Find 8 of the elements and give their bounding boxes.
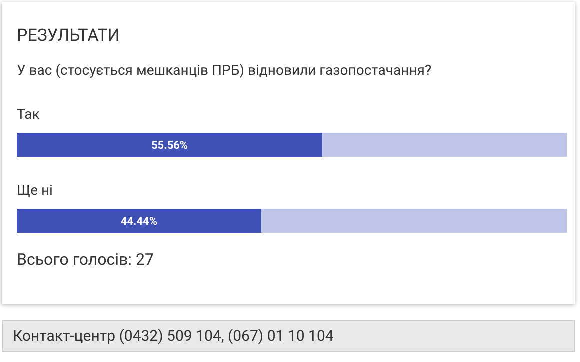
y-tick-label: Так — [17, 107, 40, 123]
data-label: 44.44% — [120, 215, 158, 228]
text: Всього голосів: 27 — [17, 250, 154, 269]
text: Контакт-центр (0432) 509 104, (067) 01 10 104 — [2, 320, 575, 352]
data-label: 55.56% — [152, 139, 188, 152]
chart-title: РЕЗУЛЬТАТИ — [17, 26, 120, 46]
chart-subtitle: У вас (стосується мешканців ПРБ) відновили газопостачання? — [17, 63, 432, 79]
y-tick-label: Ще ні — [17, 183, 53, 199]
